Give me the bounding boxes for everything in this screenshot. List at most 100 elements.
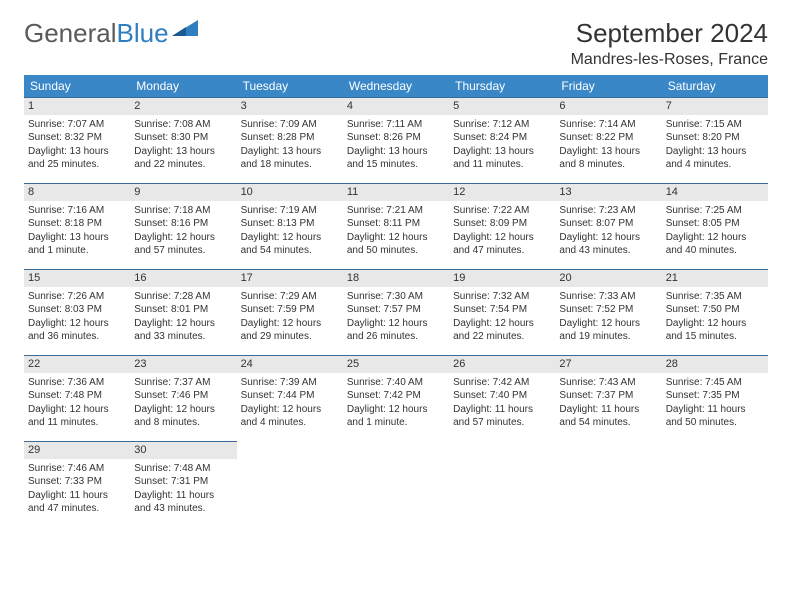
- calendar-day-cell: 27Sunrise: 7:43 AMSunset: 7:37 PMDayligh…: [555, 356, 661, 442]
- calendar-day-cell: 17Sunrise: 7:29 AMSunset: 7:59 PMDayligh…: [237, 270, 343, 356]
- calendar-week-row: 1Sunrise: 7:07 AMSunset: 8:32 PMDaylight…: [24, 98, 768, 184]
- calendar-day-cell: 9Sunrise: 7:18 AMSunset: 8:16 PMDaylight…: [130, 184, 236, 270]
- day-number: 24: [237, 356, 343, 373]
- sunset-text: Sunset: 7:33 PM: [28, 475, 126, 489]
- day-number: 21: [662, 270, 768, 287]
- sunrise-text: Sunrise: 7:30 AM: [347, 290, 445, 304]
- daylight-text: Daylight: 11 hours and 50 minutes.: [666, 403, 764, 430]
- day-number: 14: [662, 184, 768, 201]
- calendar-day-cell: [555, 442, 661, 528]
- location: Mandres-les-Roses, France: [571, 51, 768, 69]
- calendar-day-cell: 28Sunrise: 7:45 AMSunset: 7:35 PMDayligh…: [662, 356, 768, 442]
- sunrise-text: Sunrise: 7:43 AM: [559, 376, 657, 390]
- day-number: 4: [343, 98, 449, 115]
- daylight-text: Daylight: 12 hours and 57 minutes.: [134, 231, 232, 258]
- calendar-day-cell: 1Sunrise: 7:07 AMSunset: 8:32 PMDaylight…: [24, 98, 130, 184]
- sunrise-text: Sunrise: 7:15 AM: [666, 118, 764, 132]
- calendar-day-cell: 8Sunrise: 7:16 AMSunset: 8:18 PMDaylight…: [24, 184, 130, 270]
- sunrise-text: Sunrise: 7:45 AM: [666, 376, 764, 390]
- sunrise-text: Sunrise: 7:42 AM: [453, 376, 551, 390]
- daylight-text: Daylight: 13 hours and 1 minute.: [28, 231, 126, 258]
- sunrise-text: Sunrise: 7:08 AM: [134, 118, 232, 132]
- daylight-text: Daylight: 12 hours and 43 minutes.: [559, 231, 657, 258]
- sunset-text: Sunset: 7:31 PM: [134, 475, 232, 489]
- daylight-text: Daylight: 12 hours and 11 minutes.: [28, 403, 126, 430]
- daylight-text: Daylight: 13 hours and 22 minutes.: [134, 145, 232, 172]
- day-header: Sunday: [24, 75, 130, 98]
- daylight-text: Daylight: 13 hours and 15 minutes.: [347, 145, 445, 172]
- day-header: Friday: [555, 75, 661, 98]
- calendar-week-row: 22Sunrise: 7:36 AMSunset: 7:48 PMDayligh…: [24, 356, 768, 442]
- sunrise-text: Sunrise: 7:28 AM: [134, 290, 232, 304]
- sunrise-text: Sunrise: 7:26 AM: [28, 290, 126, 304]
- calendar-day-cell: 2Sunrise: 7:08 AMSunset: 8:30 PMDaylight…: [130, 98, 236, 184]
- calendar-day-cell: 22Sunrise: 7:36 AMSunset: 7:48 PMDayligh…: [24, 356, 130, 442]
- day-number: 10: [237, 184, 343, 201]
- sunset-text: Sunset: 7:40 PM: [453, 389, 551, 403]
- day-number: 15: [24, 270, 130, 287]
- sunset-text: Sunset: 8:20 PM: [666, 131, 764, 145]
- day-header: Monday: [130, 75, 236, 98]
- sunset-text: Sunset: 7:37 PM: [559, 389, 657, 403]
- sunrise-text: Sunrise: 7:35 AM: [666, 290, 764, 304]
- day-number: 29: [24, 442, 130, 459]
- calendar-day-cell: 12Sunrise: 7:22 AMSunset: 8:09 PMDayligh…: [449, 184, 555, 270]
- calendar-body: 1Sunrise: 7:07 AMSunset: 8:32 PMDaylight…: [24, 98, 768, 528]
- sunrise-text: Sunrise: 7:37 AM: [134, 376, 232, 390]
- daylight-text: Daylight: 12 hours and 8 minutes.: [134, 403, 232, 430]
- day-number: 2: [130, 98, 236, 115]
- sunset-text: Sunset: 7:48 PM: [28, 389, 126, 403]
- calendar-day-cell: 15Sunrise: 7:26 AMSunset: 8:03 PMDayligh…: [24, 270, 130, 356]
- calendar-day-cell: [343, 442, 449, 528]
- daylight-text: Daylight: 12 hours and 33 minutes.: [134, 317, 232, 344]
- sunset-text: Sunset: 7:52 PM: [559, 303, 657, 317]
- daylight-text: Daylight: 11 hours and 57 minutes.: [453, 403, 551, 430]
- calendar-day-cell: 13Sunrise: 7:23 AMSunset: 8:07 PMDayligh…: [555, 184, 661, 270]
- calendar-day-cell: 3Sunrise: 7:09 AMSunset: 8:28 PMDaylight…: [237, 98, 343, 184]
- day-number: 3: [237, 98, 343, 115]
- day-number: 25: [343, 356, 449, 373]
- day-number: 20: [555, 270, 661, 287]
- day-number: 11: [343, 184, 449, 201]
- calendar-day-cell: 23Sunrise: 7:37 AMSunset: 7:46 PMDayligh…: [130, 356, 236, 442]
- calendar-day-cell: 18Sunrise: 7:30 AMSunset: 7:57 PMDayligh…: [343, 270, 449, 356]
- daylight-text: Daylight: 13 hours and 4 minutes.: [666, 145, 764, 172]
- daylight-text: Daylight: 12 hours and 19 minutes.: [559, 317, 657, 344]
- calendar-day-cell: 11Sunrise: 7:21 AMSunset: 8:11 PMDayligh…: [343, 184, 449, 270]
- calendar-day-cell: 16Sunrise: 7:28 AMSunset: 8:01 PMDayligh…: [130, 270, 236, 356]
- sunset-text: Sunset: 8:05 PM: [666, 217, 764, 231]
- daylight-text: Daylight: 12 hours and 50 minutes.: [347, 231, 445, 258]
- calendar-week-row: 8Sunrise: 7:16 AMSunset: 8:18 PMDaylight…: [24, 184, 768, 270]
- sunset-text: Sunset: 7:46 PM: [134, 389, 232, 403]
- sunset-text: Sunset: 8:09 PM: [453, 217, 551, 231]
- day-header: Thursday: [449, 75, 555, 98]
- sunset-text: Sunset: 8:16 PM: [134, 217, 232, 231]
- sunset-text: Sunset: 7:54 PM: [453, 303, 551, 317]
- sunset-text: Sunset: 8:07 PM: [559, 217, 657, 231]
- sunrise-text: Sunrise: 7:14 AM: [559, 118, 657, 132]
- day-number: 22: [24, 356, 130, 373]
- calendar-day-cell: 24Sunrise: 7:39 AMSunset: 7:44 PMDayligh…: [237, 356, 343, 442]
- sunrise-text: Sunrise: 7:48 AM: [134, 462, 232, 476]
- sunrise-text: Sunrise: 7:18 AM: [134, 204, 232, 218]
- title-block: September 2024 Mandres-les-Roses, France: [571, 18, 768, 69]
- day-number: 12: [449, 184, 555, 201]
- daylight-text: Daylight: 12 hours and 40 minutes.: [666, 231, 764, 258]
- header: GeneralBlue September 2024 Mandres-les-R…: [24, 18, 768, 69]
- calendar-day-cell: 25Sunrise: 7:40 AMSunset: 7:42 PMDayligh…: [343, 356, 449, 442]
- sunrise-text: Sunrise: 7:40 AM: [347, 376, 445, 390]
- calendar-day-cell: [449, 442, 555, 528]
- calendar-day-cell: 20Sunrise: 7:33 AMSunset: 7:52 PMDayligh…: [555, 270, 661, 356]
- calendar-week-row: 29Sunrise: 7:46 AMSunset: 7:33 PMDayligh…: [24, 442, 768, 528]
- sunset-text: Sunset: 8:01 PM: [134, 303, 232, 317]
- logo-text-blue: Blue: [117, 18, 169, 49]
- sunrise-text: Sunrise: 7:32 AM: [453, 290, 551, 304]
- sunset-text: Sunset: 8:32 PM: [28, 131, 126, 145]
- calendar-day-cell: [237, 442, 343, 528]
- daylight-text: Daylight: 12 hours and 4 minutes.: [241, 403, 339, 430]
- sunset-text: Sunset: 7:44 PM: [241, 389, 339, 403]
- day-number: 18: [343, 270, 449, 287]
- sunset-text: Sunset: 8:11 PM: [347, 217, 445, 231]
- calendar-day-cell: 29Sunrise: 7:46 AMSunset: 7:33 PMDayligh…: [24, 442, 130, 528]
- sunset-text: Sunset: 8:28 PM: [241, 131, 339, 145]
